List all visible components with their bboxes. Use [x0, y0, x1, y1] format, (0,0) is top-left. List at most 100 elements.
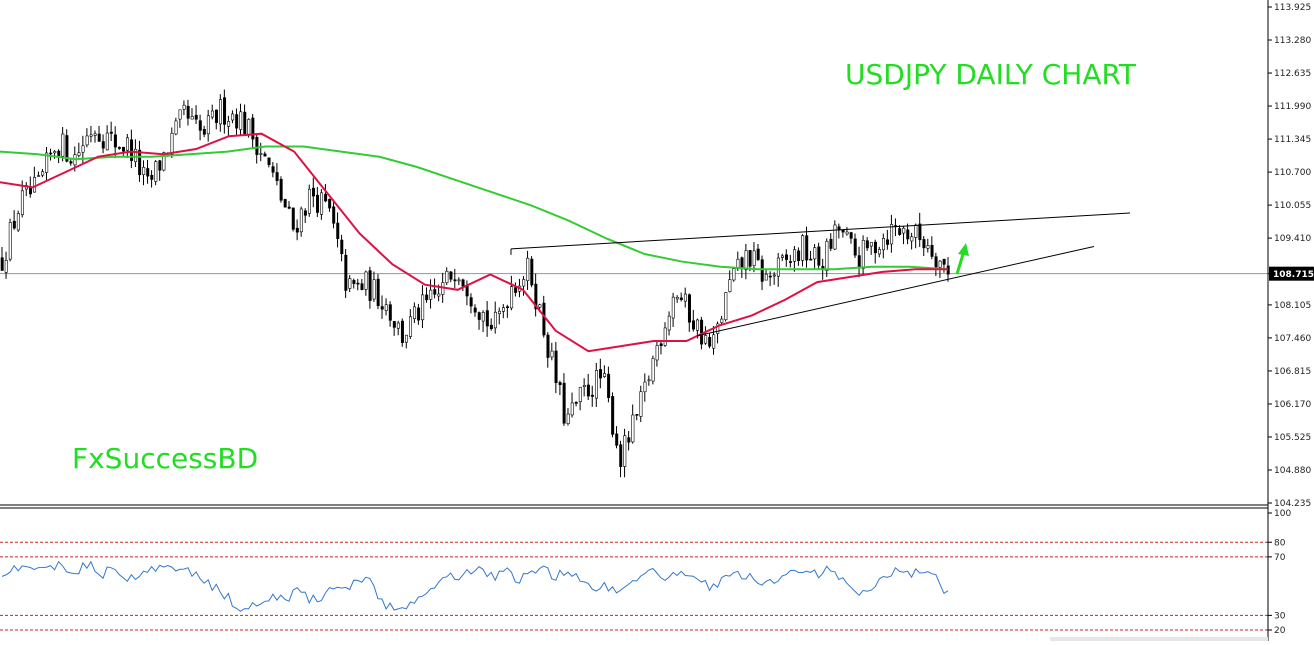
candle-body	[768, 275, 772, 278]
candle-body	[704, 335, 708, 344]
candle-body	[938, 260, 942, 268]
price-pane: 113.925 113.280 112.635 111.990 111.345 110.7…	[0, 3, 1314, 509]
candle-body	[12, 220, 16, 229]
candle-body	[789, 261, 793, 263]
candle-body	[214, 109, 218, 123]
candle-body	[898, 228, 902, 235]
price-tick-label: 111.345	[1274, 135, 1311, 145]
up-arrow-head	[958, 243, 969, 256]
candle-body	[922, 239, 926, 249]
candle-body	[752, 250, 756, 266]
candle-body	[631, 414, 635, 443]
candle-body	[865, 240, 869, 249]
candle-body	[121, 146, 125, 152]
candle-body	[780, 255, 784, 258]
candle-body	[360, 283, 364, 290]
candle-body	[748, 250, 752, 267]
candle-body	[611, 396, 615, 435]
candle-body	[485, 310, 489, 327]
candle-body	[251, 117, 255, 140]
candle-body	[599, 369, 603, 379]
candle-body	[364, 271, 368, 290]
candle-body	[776, 257, 780, 277]
candle-body	[113, 134, 117, 148]
candle-body	[473, 307, 477, 313]
rsi-tick-label: 80	[1274, 538, 1286, 548]
candle-body	[926, 245, 930, 249]
candle-body	[130, 139, 134, 161]
candle-body	[797, 250, 801, 261]
candle-body	[647, 379, 651, 382]
candle-body	[235, 114, 239, 129]
candle-body	[368, 270, 372, 301]
candle-body	[89, 134, 93, 137]
up-arrow-icon	[955, 243, 969, 275]
candle-body	[336, 222, 340, 239]
candle-body	[287, 206, 291, 209]
candle-body	[295, 227, 299, 233]
candle-body	[117, 147, 121, 149]
candle-body	[869, 242, 873, 247]
candle-body	[239, 111, 243, 130]
candle-body	[37, 175, 41, 177]
candle-body	[445, 270, 449, 284]
candle-body	[934, 256, 938, 268]
candle-body	[219, 99, 223, 125]
candle-body	[489, 324, 493, 330]
current-price-label: 108.715	[1273, 270, 1314, 280]
candle-body	[429, 289, 433, 300]
candle-body	[469, 297, 473, 307]
candle-body	[81, 145, 85, 153]
candle-body	[311, 187, 315, 197]
candle-body	[493, 311, 497, 329]
candle-body	[813, 247, 817, 260]
candle-body	[902, 227, 906, 234]
candle-body	[522, 279, 526, 287]
candle-body	[348, 278, 352, 289]
candle-body	[574, 401, 578, 404]
candle-body	[829, 238, 833, 249]
candle-body	[170, 133, 174, 155]
candle-body	[712, 334, 716, 349]
rsi-pane: 100 80 70 30 20	[0, 509, 1291, 636]
candle-body	[53, 151, 57, 154]
candle-body	[340, 239, 344, 255]
candle-body	[514, 287, 518, 293]
candle-body	[720, 318, 724, 323]
candle-body	[158, 160, 162, 171]
candle-body	[728, 279, 732, 292]
candle-body	[41, 171, 45, 176]
candle-body	[65, 135, 69, 162]
candle-body	[942, 258, 946, 265]
candle-body	[619, 444, 623, 467]
candle-body	[138, 149, 142, 176]
candle-body	[247, 119, 251, 136]
candle-body	[283, 199, 287, 208]
candle-body	[554, 350, 558, 384]
candle-body	[566, 413, 570, 424]
candle-body	[623, 435, 627, 467]
candle-body	[635, 414, 639, 416]
candle-body	[833, 224, 837, 250]
candle-body	[772, 274, 776, 277]
candle-body	[324, 194, 328, 202]
candle-body	[607, 373, 611, 398]
candle-body	[437, 293, 441, 297]
candle-body	[526, 257, 530, 281]
price-tick-label: 113.280	[1274, 36, 1311, 46]
candle-body	[328, 198, 332, 209]
candle-body	[291, 207, 295, 230]
price-tick-label: 111.990	[1274, 102, 1311, 112]
price-tick-label: 112.635	[1274, 69, 1311, 79]
candle-body	[930, 245, 934, 257]
candle-body	[69, 161, 73, 164]
candle-body	[303, 210, 307, 216]
price-tick-label: 104.880	[1274, 466, 1311, 476]
candle-body	[506, 306, 510, 308]
candle-body	[675, 297, 679, 300]
chart-title: USDJPY DAILY CHART	[845, 58, 1137, 91]
candle-body	[651, 358, 655, 382]
candle-body	[162, 152, 166, 171]
